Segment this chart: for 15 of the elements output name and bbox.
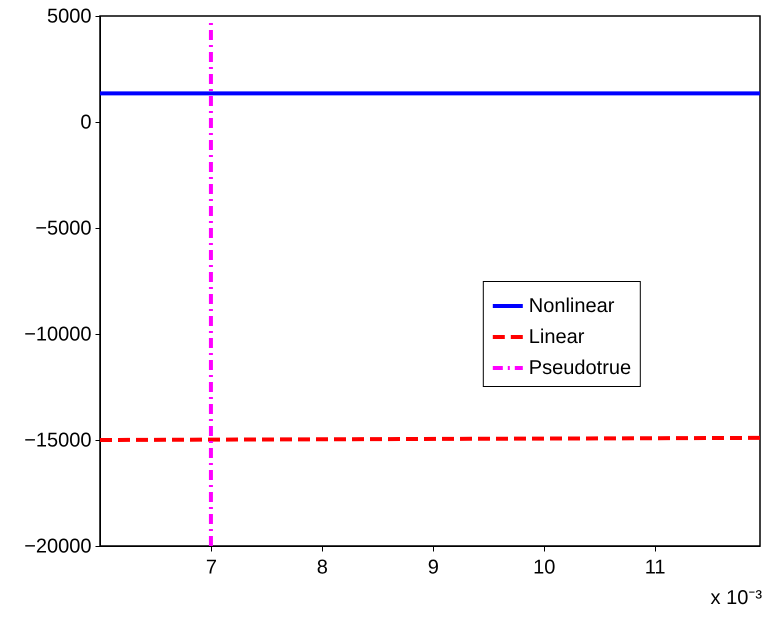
y-tick-label: −20000: [24, 536, 92, 558]
y-tick-label: −10000: [24, 324, 92, 346]
y-tick-label: −15000: [24, 430, 92, 452]
x-tick-label: 8: [316, 556, 328, 578]
y-tick-label: −5000: [35, 218, 92, 240]
legend-label: Nonlinear: [528, 295, 615, 317]
x-tick-label: 11: [644, 556, 666, 578]
legend-label: Pseudotrue: [528, 357, 632, 379]
x-tick-label: 9: [428, 556, 439, 578]
legend-label: Linear: [528, 326, 585, 348]
x-tick-label: 7: [206, 556, 217, 578]
x-tick-label: 10: [533, 556, 556, 578]
y-tick-label: 5000: [47, 6, 92, 28]
text: x 10⁻³: [710, 587, 762, 609]
y-tick-label: 0: [80, 112, 92, 134]
